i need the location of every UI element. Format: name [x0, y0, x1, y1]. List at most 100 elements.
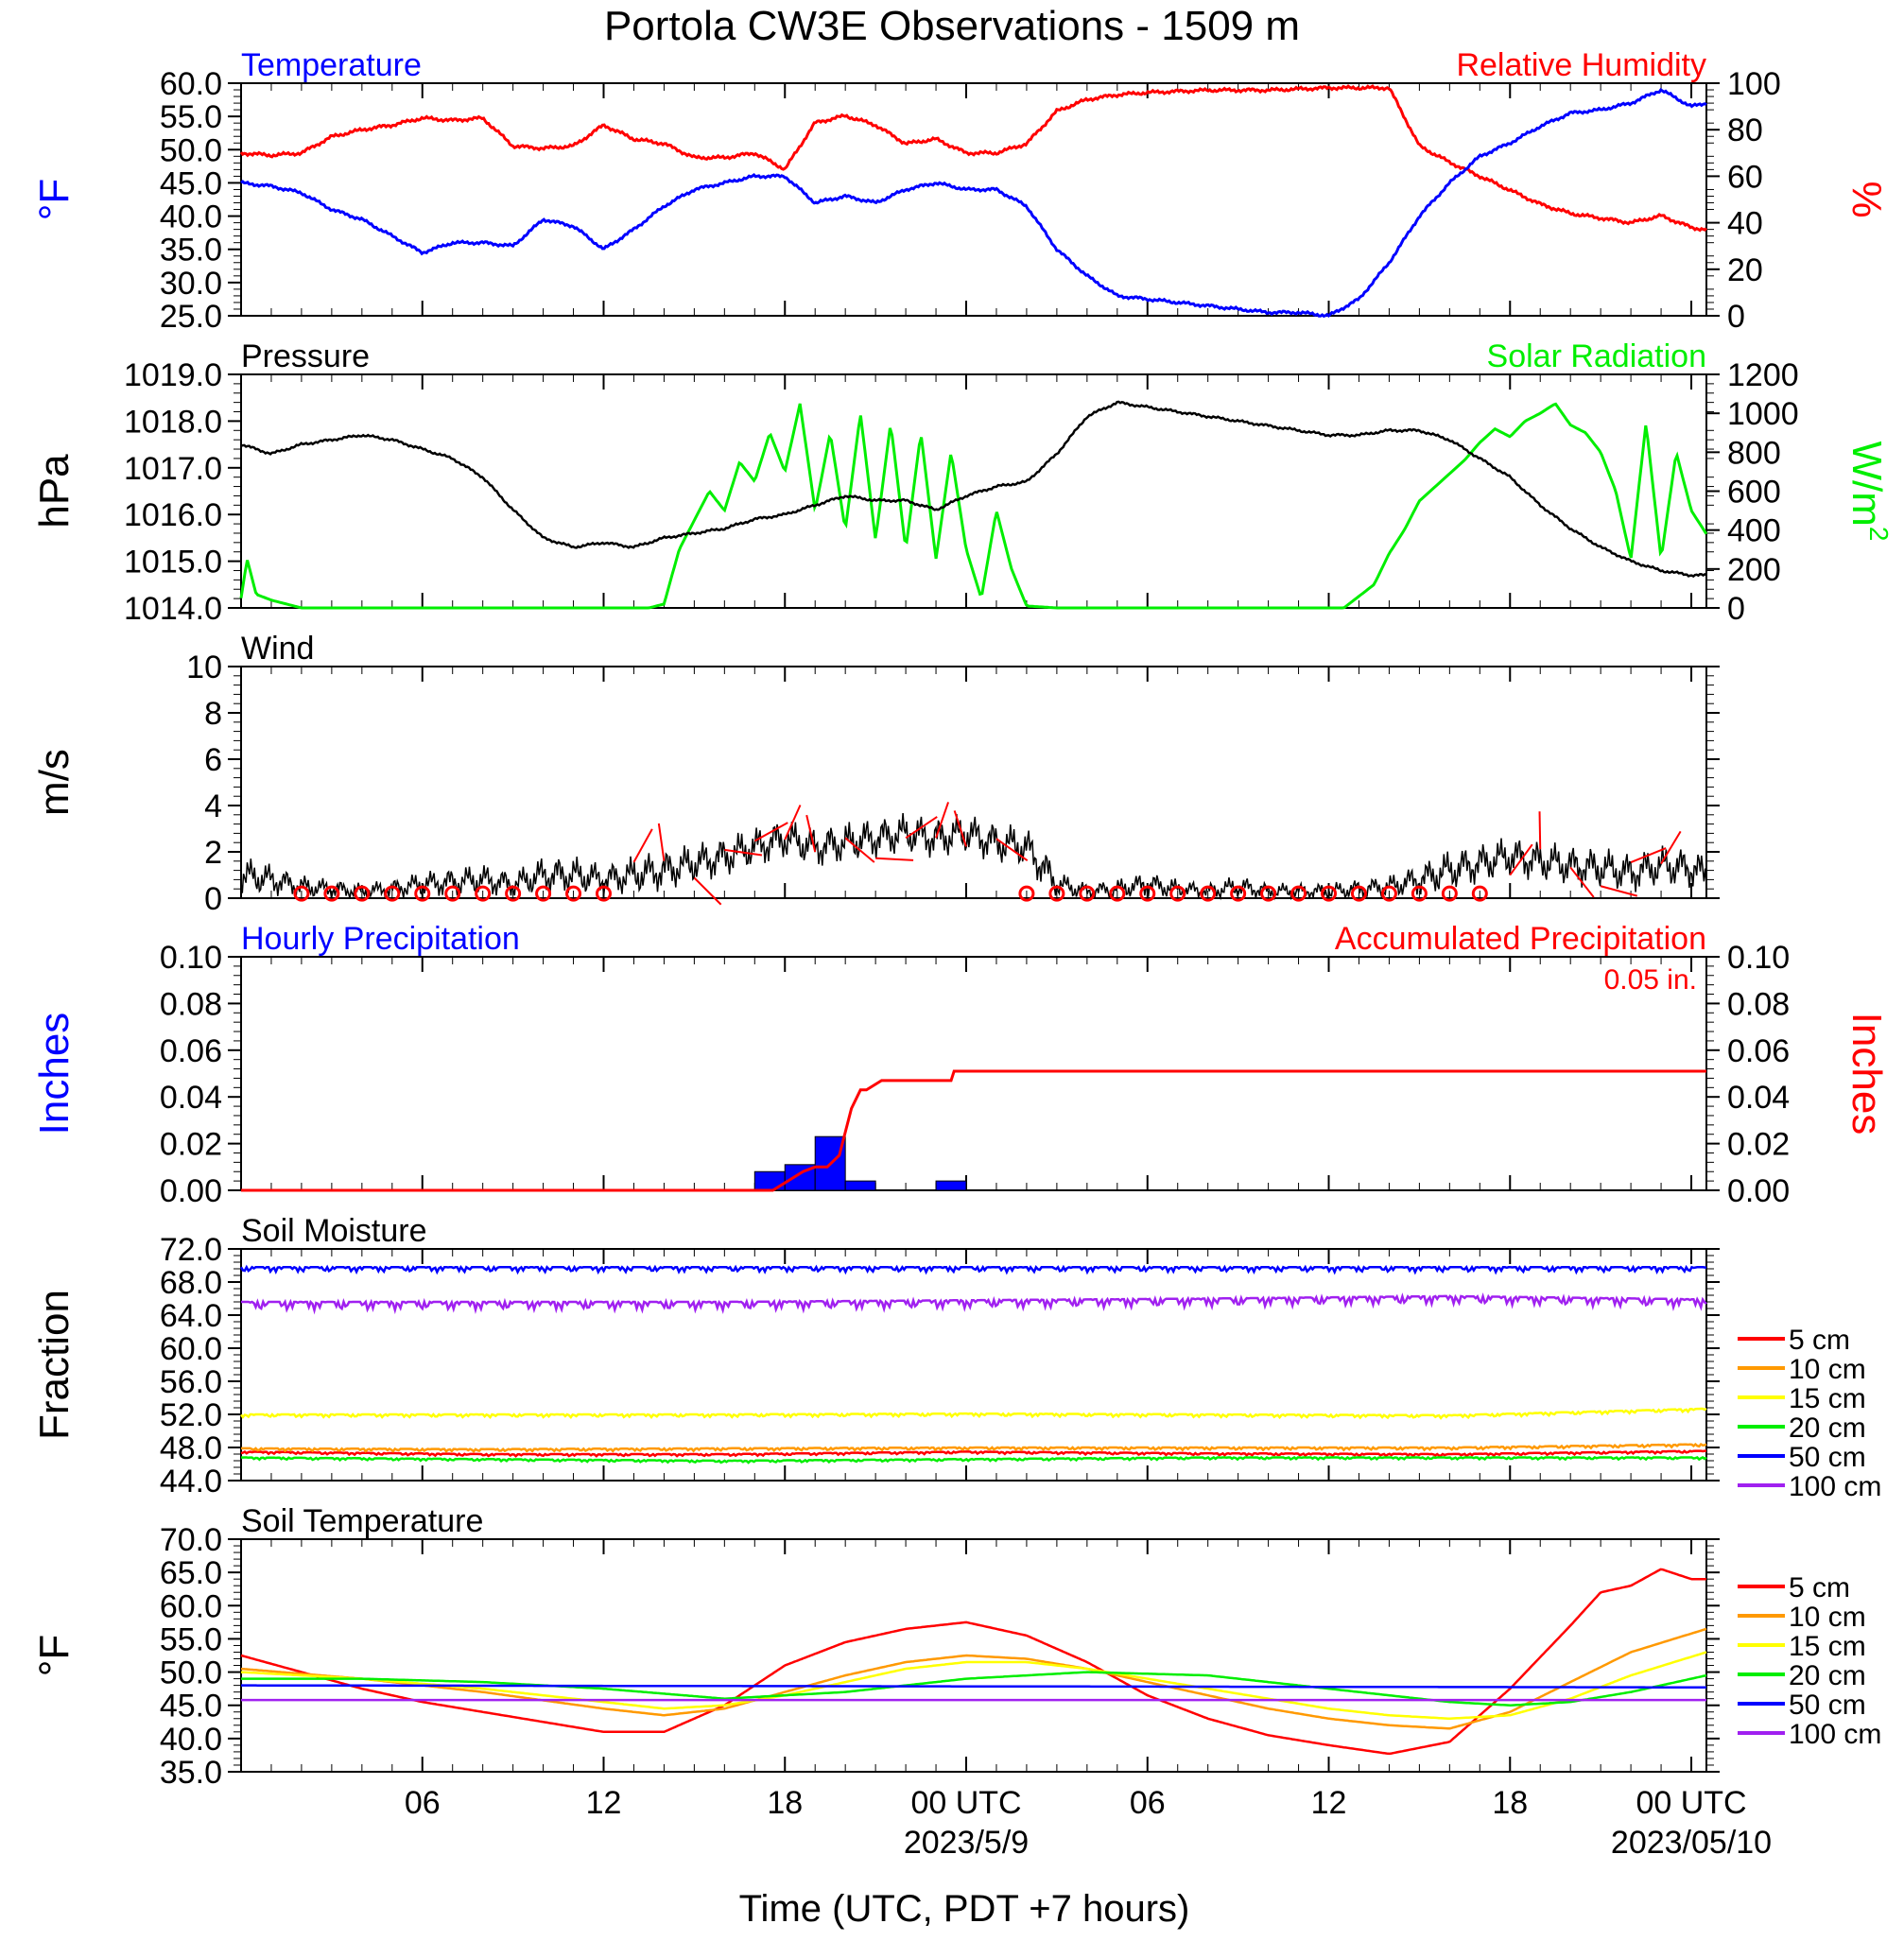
legend-label: 5 cm — [1789, 1325, 1850, 1356]
y-axis-label-left: hPa — [31, 454, 78, 529]
left-tick-label: 0.04 — [160, 1080, 222, 1116]
legend-label: 10 cm — [1789, 1354, 1866, 1385]
wind-barb — [935, 802, 950, 839]
wind-barb — [657, 823, 666, 861]
humidity-line — [239, 84, 1708, 233]
time-tick-label: 00 UTC — [910, 1785, 1021, 1821]
wind-barb — [1509, 843, 1533, 876]
date-label: 2023/5/9 — [904, 1825, 1029, 1861]
figure-title: Portola CW3E Observations - 1509 m — [604, 3, 1300, 49]
right-tick-label: 1200 — [1727, 357, 1799, 393]
panel-title-left: Hourly Precipitation — [241, 921, 520, 957]
wind-barb-calm — [1139, 885, 1156, 902]
right-tick-label: 0.06 — [1727, 1033, 1790, 1069]
left-tick-label: 48.0 — [160, 1430, 222, 1466]
temperature-line — [240, 87, 1707, 319]
left-tick-label: 0.06 — [160, 1033, 222, 1069]
panel-title-left: Temperature — [241, 47, 422, 83]
panel-title-left: Soil Temperature — [241, 1503, 483, 1539]
y-axis-label-left: Fraction — [31, 1290, 78, 1440]
panel-soil-moisture: 72.068.064.060.056.052.048.044.0 Soil Moi… — [31, 1213, 1881, 1502]
left-tick-label: 1015.0 — [124, 545, 222, 581]
y-axis-label-right: % — [1843, 181, 1890, 217]
wind-barb-calm — [475, 885, 492, 902]
wind-barb-calm — [384, 885, 401, 902]
plot-frame — [240, 666, 1707, 899]
soil-series-line — [240, 1627, 1707, 1730]
date-label: 2023/05/10 — [1611, 1825, 1772, 1861]
wind-barb-calm — [1380, 885, 1397, 902]
left-tick-label: 40.0 — [160, 1722, 222, 1758]
left-tick-label: 35.0 — [160, 233, 222, 269]
legend-label: 10 cm — [1789, 1602, 1866, 1633]
soil-series-line — [240, 1449, 1707, 1458]
panel-title-left: Wind — [241, 631, 314, 667]
legend-label: 15 cm — [1789, 1383, 1866, 1414]
plot-frame — [240, 1248, 1707, 1482]
time-tick-label: 12 — [586, 1785, 622, 1821]
y-axis-label-right: W/m2 — [1843, 442, 1894, 542]
wind-barb — [953, 810, 967, 847]
wind-barb-calm — [1471, 885, 1488, 902]
wind-barb-calm — [323, 885, 340, 902]
soil-series-line — [240, 1455, 1707, 1464]
legend-label: 15 cm — [1789, 1631, 1866, 1662]
left-tick-label: 56.0 — [160, 1364, 222, 1400]
panel-title-right: Solar Radiation — [1487, 338, 1706, 374]
soil-series-line — [241, 1292, 1707, 1315]
left-tick-label: 10 — [186, 650, 222, 685]
left-tick-label: 52.0 — [160, 1397, 222, 1433]
right-tick-label: 0.10 — [1727, 940, 1790, 976]
x-axis-label: Time (UTC, PDT +7 hours) — [739, 1888, 1190, 1930]
legend-label: 50 cm — [1789, 1442, 1866, 1473]
panel-title-left: Soil Moisture — [241, 1213, 427, 1249]
left-tick-label: 50.0 — [160, 1655, 222, 1691]
wind-barb-calm — [414, 885, 431, 902]
soil-series-line — [241, 1684, 1706, 1689]
wind-barb-calm — [1109, 885, 1126, 902]
left-tick-label: 4 — [204, 789, 222, 824]
wind-barb-calm — [444, 885, 461, 902]
left-tick-label: 64.0 — [160, 1298, 222, 1334]
left-tick-label: 45.0 — [160, 165, 222, 201]
y-axis-label-left: °F — [31, 179, 78, 220]
time-tick-label: 18 — [767, 1785, 803, 1821]
left-tick-label: 72.0 — [160, 1232, 222, 1268]
wind-barb — [905, 816, 938, 840]
panel-title-right: Accumulated Precipitation — [1335, 921, 1706, 957]
right-tick-label: 0 — [1727, 299, 1745, 335]
left-tick-label: 6 — [204, 742, 222, 778]
time-tick-label: 18 — [1492, 1785, 1528, 1821]
left-tick-label: 0.00 — [160, 1173, 222, 1209]
left-tick-label: 60.0 — [160, 1331, 222, 1367]
wind-barb — [1630, 847, 1667, 863]
time-tick-label: 12 — [1311, 1785, 1347, 1821]
wind-barb — [693, 876, 722, 906]
y-axis-label-right: Inches — [1843, 1013, 1890, 1135]
panel-precipitation: 0.10 0.08 0.06 0.04 0.02 0.00 0.10 0.08 0.06 0.04… — [31, 921, 1890, 1209]
left-tick-label: 44.0 — [160, 1464, 222, 1499]
wind-barb-calm — [293, 885, 310, 902]
right-tick-label: 100 — [1727, 66, 1781, 102]
wind-barb-calm — [1350, 885, 1367, 902]
left-tick-label: 1014.0 — [124, 591, 222, 627]
left-tick-label: 65.0 — [160, 1555, 222, 1591]
right-tick-label: 0.02 — [1727, 1127, 1790, 1163]
wind-barb — [1660, 830, 1682, 865]
time-tick-label: 06 — [405, 1785, 441, 1821]
soil-series-line — [239, 1264, 1707, 1275]
left-tick-label: 45.0 — [160, 1689, 222, 1724]
left-tick-label: 1017.0 — [124, 451, 222, 487]
wind-barb-calm — [1321, 885, 1338, 902]
panel-title-right: Relative Humidity — [1456, 47, 1706, 83]
wind-barb — [995, 838, 1029, 861]
wind-barb-calm — [1290, 885, 1307, 902]
legend-label: 100 cm — [1789, 1471, 1881, 1502]
wind-barb-calm — [505, 885, 522, 902]
y-axis-label-superscript: 2 — [1864, 527, 1894, 542]
right-tick-label: 0.08 — [1727, 986, 1790, 1022]
left-tick-label: 35.0 — [160, 1755, 222, 1791]
right-tick-label: 60 — [1727, 159, 1763, 195]
legend-label: 50 cm — [1789, 1690, 1866, 1721]
